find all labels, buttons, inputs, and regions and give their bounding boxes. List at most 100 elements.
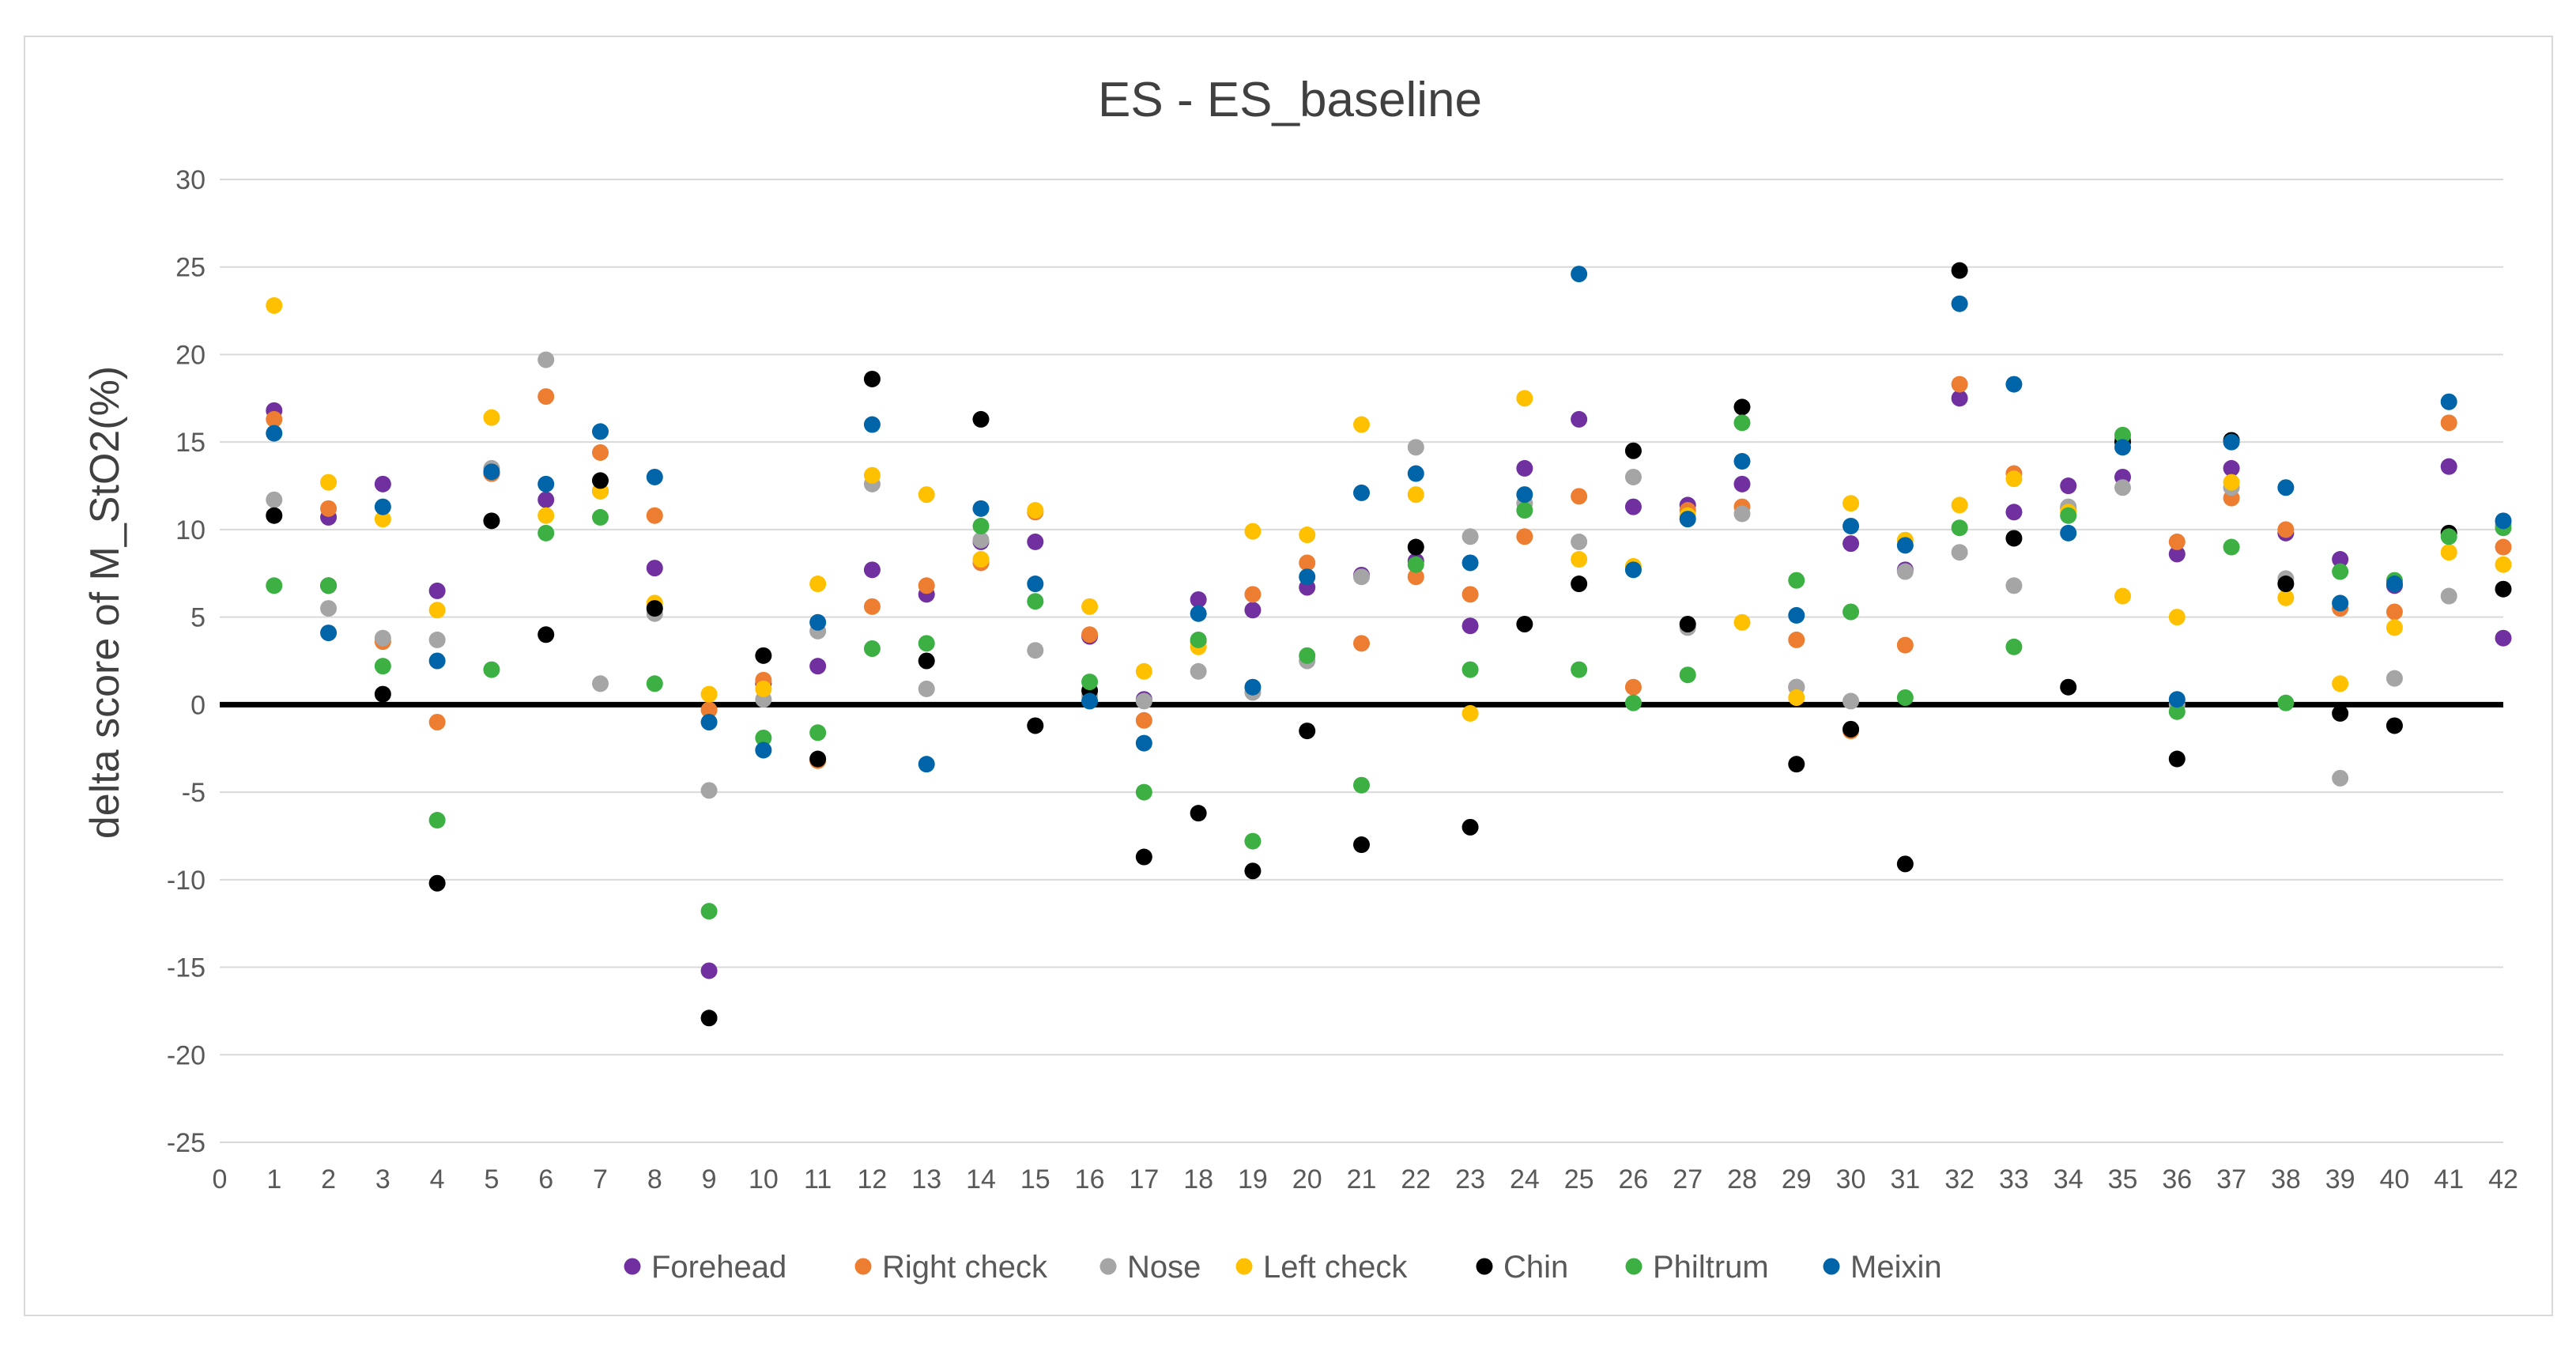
data-point	[1733, 475, 1751, 492]
data-point	[428, 874, 446, 892]
legend-label: Philtrum	[1653, 1250, 1769, 1285]
x-tick-label: 13	[911, 1164, 941, 1194]
x-tick-label: 2	[321, 1164, 336, 1194]
x-tick-label: 24	[1510, 1164, 1540, 1194]
data-point	[2223, 474, 2240, 491]
legend-label: Nose	[1127, 1250, 1201, 1285]
data-point	[700, 903, 718, 920]
data-point	[1461, 704, 1479, 722]
data-point	[2060, 507, 2077, 524]
data-point	[1571, 575, 1588, 593]
data-point	[592, 443, 609, 461]
data-point	[2005, 577, 2023, 594]
data-point	[1951, 390, 1968, 407]
x-tick-label: 30	[1836, 1164, 1866, 1194]
points-layer	[266, 262, 2512, 1027]
legend-marker	[1235, 1258, 1253, 1275]
data-point	[1299, 647, 1316, 664]
data-point	[1516, 528, 1533, 545]
data-point	[1896, 537, 1914, 554]
data-point	[2005, 375, 2023, 393]
x-tick-label: 34	[2054, 1164, 2084, 1194]
data-point	[1353, 416, 1370, 433]
data-point	[2277, 575, 2295, 593]
y-tick-labels: -25 -20 -15 -10 -5 0 5 10 15 20 25 30	[167, 165, 206, 1158]
data-point	[918, 756, 935, 773]
data-point	[2277, 589, 2295, 606]
data-point	[1624, 694, 1642, 711]
data-point	[1353, 484, 1370, 501]
legend-item: Philtrum	[1625, 1250, 1769, 1285]
data-point	[2114, 587, 2131, 605]
data-point	[374, 498, 391, 515]
x-tick-label: 7	[593, 1164, 608, 1194]
data-point	[1516, 390, 1533, 407]
data-point	[1407, 439, 1424, 456]
data-point	[2386, 603, 2403, 621]
data-point	[1571, 410, 1588, 428]
y-axis-title: delta score of M_StO2(%)	[82, 366, 128, 839]
data-point	[2440, 393, 2457, 410]
data-point	[1788, 756, 1805, 773]
data-point	[1461, 617, 1479, 635]
data-point	[1951, 295, 1968, 312]
legend-marker	[1625, 1258, 1643, 1275]
data-point	[592, 675, 609, 692]
x-tick-label: 11	[804, 1164, 832, 1194]
x-tick-label: 39	[2325, 1164, 2355, 1194]
data-point	[646, 600, 663, 617]
legend-item: Right check	[854, 1250, 1048, 1285]
data-point	[2386, 619, 2403, 636]
data-point	[483, 661, 500, 678]
data-point	[918, 635, 935, 652]
data-point	[1081, 626, 1099, 643]
data-point	[1461, 528, 1479, 545]
legend-item: Forehead	[624, 1250, 786, 1285]
data-point	[2386, 717, 2403, 734]
data-point	[1407, 556, 1424, 573]
x-tick-label: 16	[1075, 1164, 1105, 1194]
data-point	[1516, 615, 1533, 632]
data-point	[374, 658, 391, 675]
series-meixin	[266, 266, 2512, 773]
data-point	[1733, 453, 1751, 470]
data-point	[972, 551, 990, 568]
data-point	[428, 714, 446, 731]
x-tick-label: 36	[2162, 1164, 2192, 1194]
legend-item: Meixin	[1823, 1250, 1942, 1285]
data-point	[1679, 511, 1696, 528]
x-tick-label: 1	[266, 1164, 281, 1194]
data-point	[1461, 586, 1479, 603]
data-point	[266, 491, 283, 508]
data-point	[2168, 750, 2186, 768]
data-point	[537, 491, 555, 508]
data-point	[1733, 505, 1751, 523]
legend-label: Right check	[882, 1250, 1048, 1285]
data-point	[1842, 535, 1860, 553]
legend: Forehead Right check Nose Left check Chin Phi…	[624, 1250, 1942, 1285]
data-point	[863, 561, 881, 579]
y-tick-label: 25	[175, 253, 206, 283]
x-tick-label: 27	[1673, 1164, 1703, 1194]
x-tick-label: 42	[2488, 1164, 2518, 1194]
data-point	[1951, 375, 1968, 393]
data-point	[809, 724, 827, 742]
data-point	[1190, 591, 1207, 608]
data-point	[1135, 783, 1152, 801]
data-point	[374, 629, 391, 647]
data-point	[1135, 662, 1152, 680]
data-point	[592, 423, 609, 440]
x-tick-label: 28	[1727, 1164, 1757, 1194]
data-point	[809, 613, 827, 631]
data-point	[1244, 862, 1262, 880]
data-point	[2440, 414, 2457, 432]
x-tick-label: 10	[749, 1164, 779, 1194]
data-point	[918, 680, 935, 697]
data-point	[1299, 554, 1316, 572]
data-point	[1027, 533, 1044, 550]
data-point	[2277, 479, 2295, 496]
data-point	[2005, 470, 2023, 488]
data-point	[1081, 598, 1099, 615]
data-point	[1733, 613, 1751, 631]
x-tick-label: 25	[1564, 1164, 1594, 1194]
